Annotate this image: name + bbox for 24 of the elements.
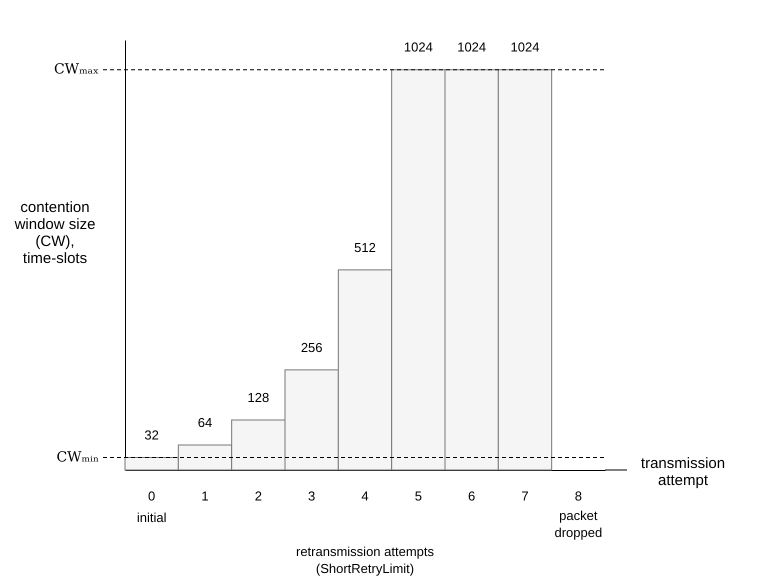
data-label: 1024 (510, 40, 540, 55)
x-tick-label: 4 (361, 488, 369, 504)
data-label: 1024 (404, 40, 433, 55)
data-label: 512 (354, 240, 376, 255)
x-tick-label: 7 (521, 488, 529, 504)
data-label: 1024 (457, 40, 486, 55)
y-axis-title: contention window size (CW), time-slots (14, 199, 96, 267)
x-axis-title: transmission attempt (640, 455, 726, 489)
x-tick-label: 6 (468, 488, 476, 504)
text: packet dropped (554, 508, 602, 540)
data-label: 64 (198, 414, 212, 430)
x-tick-label: 8 (574, 488, 582, 504)
x-tick-label: 5 (414, 488, 422, 504)
x-tick-label: 2 (254, 488, 262, 504)
x-tick-label: 1 (201, 488, 209, 504)
text: initial (136, 510, 167, 525)
x-tick-label: 3 (308, 488, 316, 504)
data-label: 128 (247, 390, 270, 405)
data-label: 32 (144, 427, 159, 442)
text: retransmission attempts (ShortRetryLimit) (296, 544, 434, 576)
data-label: 256 (300, 340, 323, 355)
ref-line-label: CWₘₐₓ (54, 62, 100, 78)
x-tick-label: 0 (148, 488, 156, 504)
ref-line-label: CWₘᵢₙ (56, 449, 99, 466)
